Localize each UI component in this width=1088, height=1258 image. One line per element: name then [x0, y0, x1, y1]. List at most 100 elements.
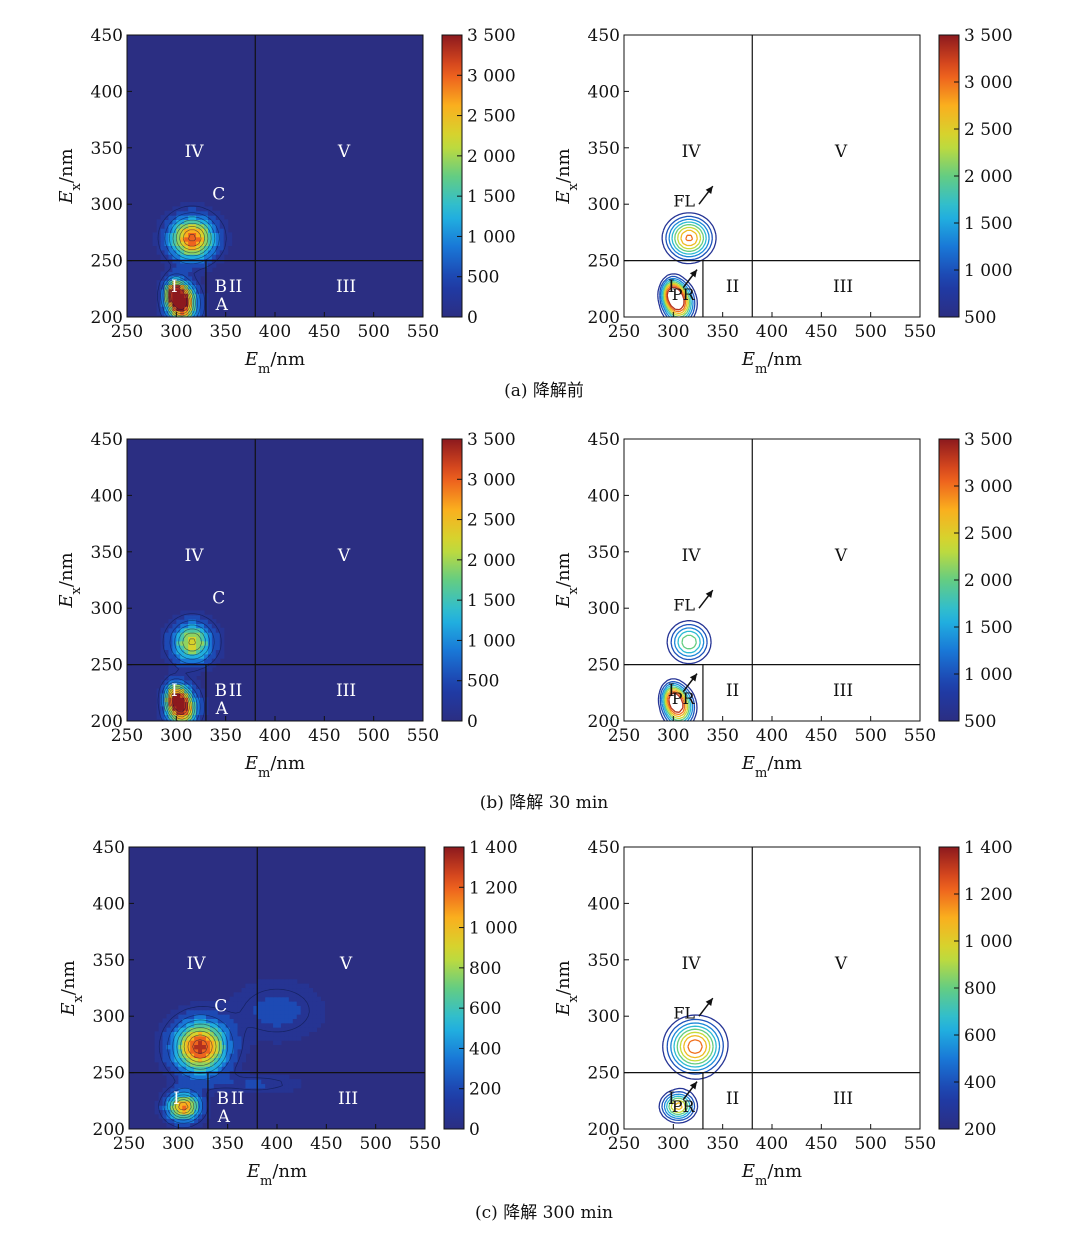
y-tick-label: 250 — [588, 656, 620, 676]
eem-cell — [288, 988, 294, 993]
eem-cell — [156, 236, 162, 242]
peak-label-C: C — [212, 185, 225, 205]
eem-cell — [261, 992, 266, 998]
eem-cell — [196, 267, 201, 273]
eem-cell — [269, 1074, 274, 1080]
contour-line — [163, 1014, 234, 1124]
contour-line — [167, 638, 196, 720]
eem-cell — [172, 697, 177, 703]
eem-cell — [190, 1079, 195, 1085]
eem-cell — [304, 1018, 310, 1024]
eem-cell — [166, 1122, 172, 1128]
eem-cell — [277, 1018, 282, 1024]
eem-cell — [188, 623, 193, 629]
eem-cell — [198, 1061, 203, 1067]
eem-cell — [172, 249, 177, 255]
eem-cell — [162, 1105, 168, 1111]
eem-cell — [200, 223, 205, 229]
eem-cell — [176, 710, 181, 716]
eem-cell — [154, 1040, 160, 1045]
eem-cell — [288, 1079, 294, 1085]
eem-cell — [184, 653, 189, 659]
eem-cell — [178, 1118, 183, 1124]
eem-cell — [219, 223, 225, 229]
eem-cell — [241, 1014, 247, 1019]
eem-cell — [237, 1031, 243, 1037]
eem-cell — [168, 223, 173, 229]
eem-cell — [184, 241, 189, 247]
eem-cell — [196, 219, 201, 225]
eem-cell — [200, 714, 205, 720]
eem-cell — [190, 1109, 195, 1115]
eem-cell — [196, 610, 201, 616]
eem-cell — [186, 1035, 191, 1041]
eem-cell — [160, 645, 166, 651]
region-label-II: II — [231, 1089, 244, 1109]
eem-cell — [172, 267, 177, 273]
eem-cell — [160, 301, 166, 307]
y-tick-label: 450 — [588, 430, 620, 450]
eem-cell — [168, 718, 173, 721]
eem-cell — [249, 1031, 254, 1037]
eem-cell — [160, 275, 166, 281]
eem-cell — [229, 1035, 235, 1041]
contour-line — [666, 286, 685, 311]
eem-cell — [265, 1009, 270, 1015]
x-tick-label: 550 — [904, 1134, 936, 1154]
eem-cell — [180, 692, 185, 698]
eem-cell — [200, 710, 205, 716]
eem-cell — [196, 658, 201, 664]
eem-cell — [261, 1001, 266, 1006]
eem-cell — [217, 1001, 223, 1006]
eem-cell — [202, 1057, 207, 1063]
eem-cell — [205, 1031, 211, 1037]
colorbar-tick-label: 1 000 — [469, 919, 518, 939]
eem-cell — [202, 1048, 207, 1054]
eem-cell — [154, 1048, 160, 1054]
eem-cell — [253, 1027, 258, 1032]
peak-label-PR: PR — [672, 689, 696, 708]
eem-cell — [180, 632, 185, 637]
eem-cell — [188, 658, 193, 664]
eem-cell — [160, 649, 166, 655]
eem-cell — [168, 271, 173, 277]
eem-cell — [198, 1074, 203, 1080]
eem-cell — [269, 1087, 274, 1093]
eem-cell — [200, 267, 205, 273]
colorbar-tick-label: 500 — [467, 268, 499, 288]
eem-cell — [176, 645, 181, 651]
eem-cell — [180, 619, 185, 624]
eem-cell — [192, 267, 197, 273]
eem-cell — [292, 1009, 298, 1015]
eem-cell — [304, 1009, 310, 1015]
eem-cell — [180, 293, 185, 299]
eem-cell — [184, 714, 189, 720]
eem-cell — [233, 1079, 239, 1085]
x-tick-label: 350 — [706, 1134, 738, 1154]
eem-cell — [188, 684, 193, 690]
eem-cell — [296, 1005, 302, 1011]
eem-cell — [229, 1018, 235, 1024]
eem-cell — [245, 988, 250, 993]
eem-cell — [225, 1035, 231, 1041]
eem-cell — [209, 1040, 215, 1045]
eem-cell — [196, 228, 201, 233]
eem-cell — [296, 1014, 302, 1019]
eem-cell — [229, 1048, 235, 1054]
eem-cell — [225, 1005, 231, 1011]
eem-cell — [158, 1061, 164, 1067]
region-label-III: III — [336, 681, 356, 701]
eem-cell — [160, 692, 166, 698]
eem-cell — [217, 1087, 223, 1093]
y-tick-label: 300 — [91, 195, 123, 215]
eem-cell — [180, 271, 185, 277]
eem-cell — [160, 228, 166, 233]
eem-cell — [168, 653, 173, 659]
eem-cell — [192, 310, 197, 316]
eem-cell — [229, 1083, 235, 1089]
eem-cell — [168, 254, 173, 260]
y-tick-label: 400 — [93, 894, 125, 914]
eem-cell — [202, 1018, 207, 1024]
eem-cell — [253, 1018, 258, 1024]
